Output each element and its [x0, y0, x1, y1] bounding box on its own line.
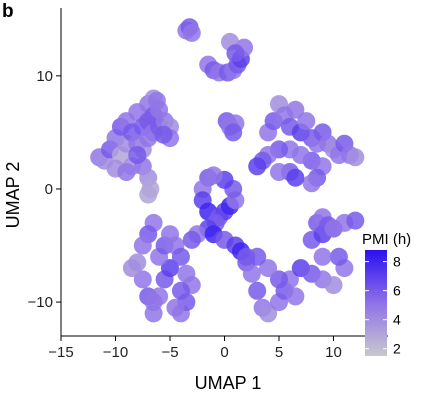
- cluster-c9: [308, 208, 343, 238]
- data-point: [259, 304, 278, 323]
- legend-ticks: 2 4 6 8: [365, 254, 401, 357]
- data-point: [346, 148, 365, 167]
- data-point: [166, 298, 185, 317]
- data-point: [122, 259, 141, 278]
- y-tick-label: −10: [28, 294, 53, 311]
- data-point: [161, 259, 179, 278]
- color-legend: PMI (h) 2 4 6 8: [362, 231, 411, 357]
- cluster-c10: [166, 293, 196, 323]
- legend-tick-label: 2: [393, 341, 401, 357]
- data-point: [324, 219, 343, 238]
- cluster-c5: [182, 166, 256, 266]
- y-axis-ticks: −10 0 10: [28, 68, 61, 311]
- data-point: [248, 281, 267, 300]
- data-point: [324, 276, 343, 295]
- cluster-c2: [248, 95, 365, 193]
- legend-tick-label: 8: [393, 254, 401, 270]
- data-point: [329, 247, 348, 266]
- data-point: [147, 91, 166, 110]
- data-point: [297, 112, 316, 131]
- data-point: [286, 168, 305, 187]
- panel-letter: b: [2, 1, 14, 22]
- legend-tick-label: 4: [393, 312, 401, 328]
- data-point: [237, 247, 256, 266]
- data-point: [286, 287, 305, 306]
- cluster-c7: [177, 18, 201, 42]
- data-point: [248, 157, 267, 176]
- cluster-c6: [199, 32, 254, 82]
- x-tick-label: −15: [48, 344, 73, 361]
- data-point: [286, 100, 305, 119]
- cluster-c1: [90, 89, 179, 204]
- data-point: [128, 146, 147, 164]
- data-point: [242, 264, 261, 283]
- x-axis-title: UMAP 1: [195, 373, 262, 393]
- data-point: [270, 163, 288, 181]
- x-tick-label: −5: [161, 344, 178, 361]
- data-point: [171, 247, 190, 266]
- cluster-c8: [217, 112, 245, 142]
- data-point: [302, 174, 321, 193]
- data-point: [270, 270, 288, 289]
- data-point: [117, 163, 136, 181]
- data-point: [139, 185, 158, 204]
- data-point: [182, 23, 201, 42]
- x-tick-label: −10: [103, 344, 128, 361]
- legend-tick-label: 6: [393, 283, 401, 299]
- cluster-c4: [237, 211, 365, 323]
- data-point: [204, 166, 223, 185]
- data-point: [154, 125, 173, 144]
- data-point: [182, 230, 201, 249]
- x-tick-label: 5: [275, 344, 283, 361]
- y-tick-label: 10: [36, 68, 53, 85]
- legend-colorbar: [365, 250, 387, 356]
- y-axis-title: UMAP 2: [3, 162, 23, 229]
- data-point: [313, 247, 332, 266]
- data-point: [133, 236, 152, 255]
- x-tick-label: 10: [325, 344, 342, 361]
- data-point: [346, 211, 365, 230]
- data-point: [144, 293, 163, 312]
- data-point: [259, 259, 278, 278]
- data-point: [133, 270, 152, 289]
- legend-title: PMI (h): [362, 231, 411, 248]
- x-axis-ticks: −15 −10 −5 0 5 10: [48, 336, 342, 361]
- y-tick-label: 0: [45, 181, 53, 198]
- x-tick-label: 0: [220, 344, 228, 361]
- data-point: [226, 44, 245, 63]
- data-point: [224, 123, 243, 142]
- plot-area: [90, 18, 365, 323]
- cluster-c3: [122, 213, 201, 323]
